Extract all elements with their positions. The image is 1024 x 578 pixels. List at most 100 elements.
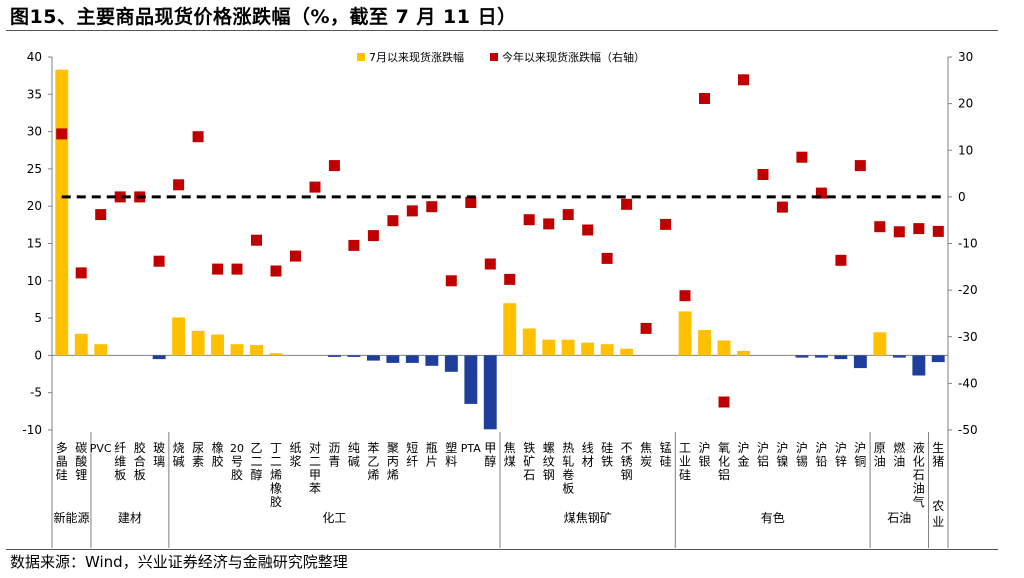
bar: [269, 353, 283, 356]
scatter-point: [854, 160, 866, 172]
category-label: 硅: [56, 468, 68, 482]
category-label: 对: [309, 441, 321, 455]
category-label: 生: [932, 441, 944, 455]
category-label: 甲: [484, 441, 496, 455]
category-label: 浆: [289, 454, 301, 469]
scatter-point: [893, 226, 905, 238]
category-label: 胶: [231, 467, 243, 482]
category-label: 沪: [757, 441, 769, 455]
scatter-point: [679, 290, 691, 302]
category-label: 沪: [854, 441, 866, 455]
category-label: 铜: [854, 454, 866, 469]
scatter-point: [445, 275, 457, 287]
scatter-point: [874, 221, 886, 233]
bar: [853, 355, 867, 369]
scatter-point: [328, 160, 340, 172]
category-label: 苯: [309, 482, 321, 496]
bar: [678, 311, 692, 356]
category-label: 材: [582, 455, 594, 469]
right-tick-label: -50: [958, 423, 978, 437]
scatter-point: [251, 234, 262, 246]
category-label: 片: [426, 455, 438, 469]
bar: [717, 340, 731, 356]
group-label: 化工: [322, 511, 346, 525]
category-label: 铅: [815, 455, 827, 469]
scatter-point: [406, 205, 418, 217]
group-label: 新能源: [53, 510, 89, 525]
category-label: 料: [445, 455, 457, 469]
category-label: 矿: [523, 455, 535, 469]
category-label: 二: [270, 455, 282, 469]
category-label: 碱: [348, 455, 360, 469]
scatter-series: [56, 74, 944, 408]
legend-swatch-bars: [357, 53, 365, 61]
scatter-point: [932, 225, 944, 237]
plot-frame: [51, 57, 949, 548]
category-label: 沪: [776, 441, 788, 455]
category-label: 煤: [504, 455, 516, 469]
right-axis-ticks: -50 -40 -30 -20 -10 0 10 20 30: [948, 50, 978, 437]
scatter-point: [562, 209, 574, 221]
category-label: 化: [913, 455, 925, 469]
scatter-point: [270, 265, 282, 277]
bar: [483, 355, 497, 430]
category-label: 玻: [153, 441, 165, 455]
bar: [94, 344, 108, 356]
bar: [931, 355, 945, 363]
category-label: 炭: [640, 455, 652, 469]
category-label: 20: [230, 442, 244, 455]
category-label: 锰: [660, 440, 672, 455]
right-tick-label: -20: [958, 283, 978, 297]
scatter-point: [699, 93, 710, 104]
scatter-point: [504, 273, 516, 285]
category-label: 热: [562, 441, 574, 455]
scatter-point: [212, 263, 224, 275]
category-label: 橡: [212, 441, 224, 455]
category-label: 维: [114, 455, 126, 469]
bar: [328, 355, 341, 357]
category-label: 乙: [250, 441, 262, 455]
category-label: 青: [328, 455, 340, 469]
category-label: 酸: [75, 454, 87, 469]
scatter-point: [815, 187, 827, 199]
right-tick-label: -10: [958, 237, 978, 251]
group-label: 石油: [887, 511, 911, 525]
category-label: 铁: [523, 441, 535, 455]
right-tick-label: -30: [958, 330, 978, 344]
category-label: 焦: [640, 441, 652, 455]
category-label: 石: [913, 468, 925, 482]
group-label: 建材: [118, 511, 142, 525]
category-label: 钢: [621, 468, 633, 482]
scatter-point: [660, 218, 672, 230]
left-tick-label: 35: [27, 87, 42, 101]
scatter-point: [601, 252, 613, 264]
bar: [55, 69, 69, 356]
scatter-point: [738, 74, 749, 86]
scatter-point: [640, 322, 652, 334]
right-tick-label: 10: [958, 143, 973, 157]
bar: [892, 355, 906, 358]
legend-swatch-points: [490, 53, 498, 61]
category-label: 沥: [328, 441, 340, 455]
category-label: 硅: [660, 455, 672, 469]
scatter-point: [153, 255, 165, 267]
scatter-point: [913, 223, 925, 235]
category-label: 丙: [387, 455, 399, 469]
category-label: 短: [406, 441, 418, 455]
category-label: 纸: [289, 441, 301, 455]
category-label: 晶: [56, 455, 68, 469]
legend-label-bars: 7月以来现货涨跌幅: [369, 50, 464, 64]
left-tick-label: 20: [27, 199, 42, 213]
category-label: 橡: [270, 482, 282, 496]
category-label: 金: [737, 454, 749, 469]
category-label: 银: [698, 455, 710, 469]
category-label: 锈: [621, 455, 633, 469]
scatter-point: [543, 218, 555, 230]
category-label: 纤: [114, 441, 126, 455]
bar: [503, 303, 517, 356]
left-tick-label: 25: [27, 162, 42, 176]
category-label: 号: [231, 455, 243, 469]
bar: [211, 334, 224, 356]
group-label: 有色: [761, 511, 785, 525]
category-label: 醇: [250, 467, 262, 482]
